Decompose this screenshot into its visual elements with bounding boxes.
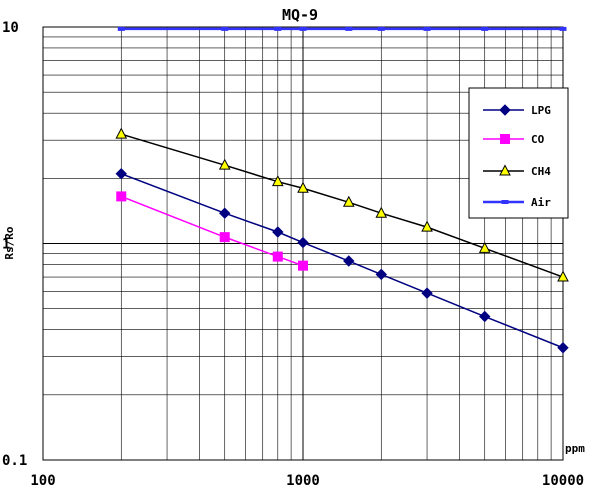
x-tick-label: 10000 <box>542 473 584 489</box>
data-point <box>478 241 491 253</box>
data-point <box>500 134 510 144</box>
series-ch4 <box>115 127 569 282</box>
series-line <box>120 195 304 267</box>
data-point <box>343 255 355 267</box>
data-point <box>375 268 387 281</box>
x-tick-label: 100 <box>30 473 55 489</box>
data-point <box>481 26 489 31</box>
data-point <box>116 191 127 202</box>
data-point <box>117 26 125 31</box>
data-point <box>219 232 230 243</box>
data-point <box>499 104 511 116</box>
data-point <box>501 200 509 204</box>
legend-box <box>468 87 569 219</box>
data-point <box>272 251 283 262</box>
legend-label: LPG <box>531 104 551 117</box>
data-point <box>272 226 284 238</box>
data-point <box>219 207 231 219</box>
data-point <box>421 287 433 299</box>
data-point <box>499 164 511 176</box>
legend-item-lpg: LPG <box>483 104 551 117</box>
data-point <box>299 26 307 31</box>
chart-title: MQ-9 <box>282 6 318 24</box>
data-point <box>342 195 355 207</box>
legend-label: Air <box>531 196 551 209</box>
legend-item-ch4: CH4 <box>483 164 551 178</box>
y-tick-label: 10 <box>2 20 19 36</box>
chart-series <box>115 26 569 354</box>
data-point <box>377 26 385 31</box>
series-co <box>116 191 308 271</box>
legend-label: CH4 <box>531 165 551 178</box>
y-tick-label: 1 <box>2 237 10 253</box>
data-point <box>115 168 127 180</box>
data-point <box>274 26 282 31</box>
data-point <box>421 220 433 232</box>
series-lpg <box>115 168 569 354</box>
tick-labels: 100 1000 10000 0.1 1 10 <box>2 20 584 489</box>
legend-item-co: CO <box>483 133 545 146</box>
data-point <box>297 181 309 193</box>
legend-label: CO <box>531 133 545 146</box>
data-point <box>345 26 353 31</box>
data-point <box>271 175 284 187</box>
y-axis-label: Rs/Ro <box>3 226 16 259</box>
data-point <box>221 26 229 31</box>
data-point <box>557 270 569 282</box>
data-point <box>423 26 431 31</box>
x-axis-label: ppm <box>565 442 585 455</box>
data-point <box>298 260 308 271</box>
data-point <box>115 127 128 139</box>
data-point <box>218 158 231 170</box>
data-point <box>479 310 491 323</box>
data-point <box>559 26 567 31</box>
data-point <box>557 342 569 354</box>
legend: LPG CO CH4 Air <box>468 87 569 219</box>
data-point <box>297 236 309 249</box>
data-point <box>375 206 388 218</box>
legend-item-air: Air <box>483 196 551 209</box>
x-tick-label: 1000 <box>286 473 320 489</box>
y-tick-label: 0.1 <box>2 453 27 469</box>
series-air <box>117 26 567 31</box>
